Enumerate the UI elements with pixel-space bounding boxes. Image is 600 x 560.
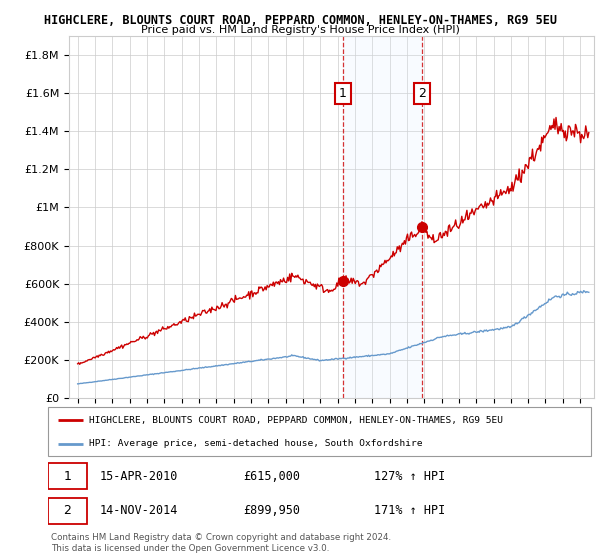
- Text: 1: 1: [338, 87, 347, 100]
- Text: HIGHCLERE, BLOUNTS COURT ROAD, PEPPARD COMMON, HENLEY-ON-THAMES, RG9 5EU: HIGHCLERE, BLOUNTS COURT ROAD, PEPPARD C…: [89, 416, 503, 425]
- Text: 1: 1: [64, 469, 71, 483]
- Text: £899,950: £899,950: [244, 505, 301, 517]
- FancyBboxPatch shape: [48, 407, 591, 456]
- Text: 171% ↑ HPI: 171% ↑ HPI: [374, 505, 445, 517]
- Text: Price paid vs. HM Land Registry's House Price Index (HPI): Price paid vs. HM Land Registry's House …: [140, 25, 460, 35]
- Text: £615,000: £615,000: [244, 469, 301, 483]
- Text: 15-APR-2010: 15-APR-2010: [100, 469, 178, 483]
- Text: HPI: Average price, semi-detached house, South Oxfordshire: HPI: Average price, semi-detached house,…: [89, 439, 422, 448]
- Text: Contains HM Land Registry data © Crown copyright and database right 2024.
This d: Contains HM Land Registry data © Crown c…: [51, 533, 391, 553]
- FancyBboxPatch shape: [48, 463, 87, 489]
- Text: 14-NOV-2014: 14-NOV-2014: [100, 505, 178, 517]
- Text: 2: 2: [64, 505, 71, 517]
- FancyBboxPatch shape: [48, 498, 87, 524]
- Text: 2: 2: [418, 87, 426, 100]
- Text: 127% ↑ HPI: 127% ↑ HPI: [374, 469, 445, 483]
- Text: HIGHCLERE, BLOUNTS COURT ROAD, PEPPARD COMMON, HENLEY-ON-THAMES, RG9 5EU: HIGHCLERE, BLOUNTS COURT ROAD, PEPPARD C…: [44, 14, 557, 27]
- Bar: [343, 36, 422, 398]
